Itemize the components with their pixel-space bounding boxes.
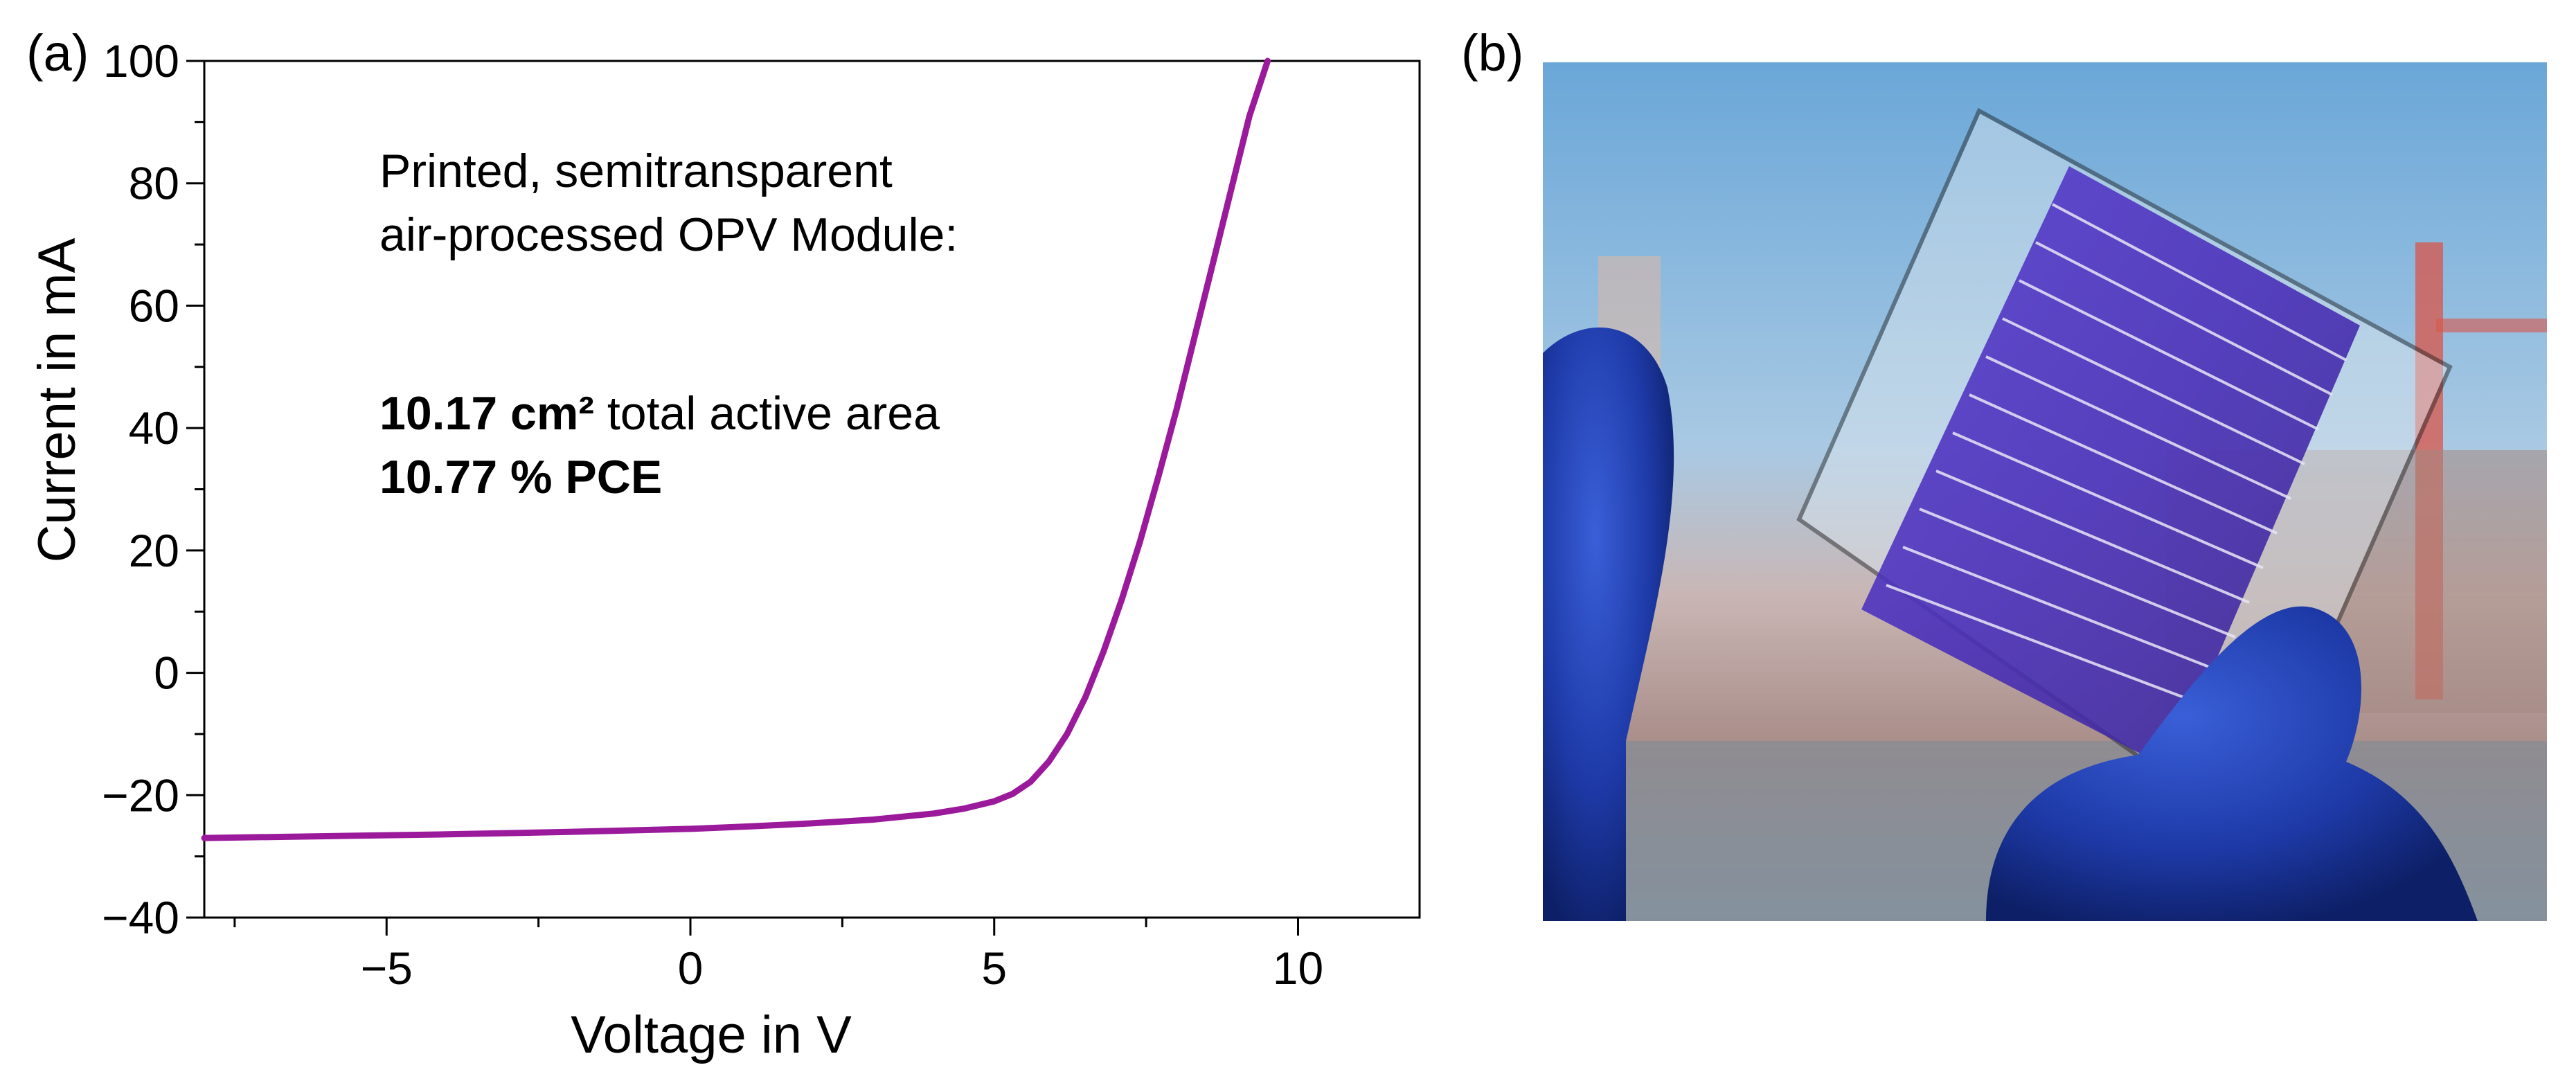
annotation-area-text: total active area (594, 387, 940, 440)
active-area (1861, 166, 2360, 769)
x-axis-label: Voltage in V (571, 1006, 852, 1064)
x-tick-label: 5 (981, 942, 1007, 994)
chart-ticks: −5 0 5 10 −40 −20 0 20 40 60 80 100 (102, 35, 1323, 994)
right-glove (1986, 606, 2478, 921)
x-tick-label: 10 (1273, 942, 1323, 994)
photo-illustration (1543, 62, 2547, 921)
iv-curve-line (201, 57, 1271, 841)
chart-series (201, 57, 1271, 841)
panel-label-a: (a) (26, 24, 89, 82)
annotation-area-value: 10.17 cm² (379, 387, 594, 440)
y-tick-label: 100 (103, 35, 179, 87)
y-tick-label: 80 (129, 158, 179, 209)
panel-label-b: (b) (1461, 24, 1524, 82)
annotation-line-1: Printed, semitransparent (379, 145, 893, 197)
left-glove (1543, 327, 1674, 921)
y-tick-label: 0 (154, 647, 179, 699)
y-tick-label: 60 (129, 280, 179, 331)
crane-arm (2436, 319, 2547, 332)
cell-stripes (1886, 203, 2347, 708)
y-axis-label: Current in mA (28, 238, 87, 562)
y-tick-label: −40 (102, 892, 179, 943)
opv-module-photo (1543, 62, 2547, 921)
iv-curve-chart: −5 0 5 10 −40 −20 0 20 40 60 80 100 Voltage in V Cu… (28, 35, 1421, 1064)
x-tick-label: 0 (678, 942, 704, 994)
y-tick-label: −20 (102, 769, 179, 821)
chart-annotation: Printed, semitransparent air-processed O… (379, 145, 958, 503)
y-tick-label: 40 (129, 402, 179, 454)
y-tick-label: 20 (129, 525, 179, 576)
annotation-pce: 10.77 % PCE (379, 451, 662, 503)
x-tick-label: −5 (361, 942, 413, 994)
annotation-line-2: air-processed OPV Module: (379, 208, 958, 261)
annotation-area: 10.17 cm² total active area (379, 387, 940, 440)
